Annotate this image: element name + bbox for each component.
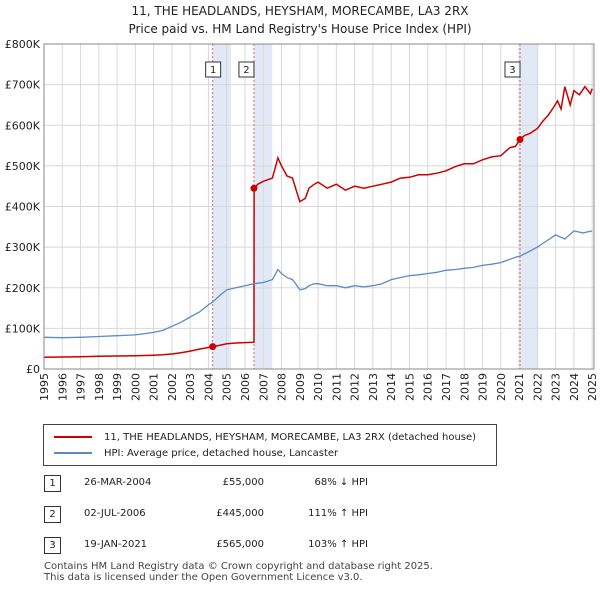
transaction-number: 1 bbox=[44, 475, 61, 492]
x-tick-label: 1995 bbox=[38, 373, 51, 401]
x-tick-label: 2018 bbox=[458, 373, 471, 401]
x-tick-label: 2020 bbox=[495, 373, 508, 401]
x-tick-label: 1999 bbox=[111, 373, 124, 401]
y-tick-label: £100K bbox=[5, 322, 41, 335]
x-tick-label: 2017 bbox=[440, 373, 453, 401]
legend-item-hpi: HPI: Average price, detached house, Lanc… bbox=[54, 445, 338, 461]
transaction-point bbox=[250, 184, 258, 192]
transaction-hpi: 103% ↑ HPI bbox=[308, 539, 368, 550]
x-tick-label: 2022 bbox=[531, 373, 544, 401]
transaction-date: 26-MAR-2004 bbox=[84, 477, 152, 488]
chart-subtitle: Price paid vs. HM Land Registry's House … bbox=[128, 22, 472, 36]
x-tick-label: 2011 bbox=[330, 373, 343, 401]
x-tick-label: 2003 bbox=[184, 373, 197, 401]
marker-label: 1 bbox=[210, 65, 216, 76]
table-row: 1 26-MAR-2004 £55,000 68% ↓ HPI bbox=[44, 473, 564, 493]
x-tick-label: 2005 bbox=[221, 373, 234, 401]
x-tick-label: 1996 bbox=[56, 373, 69, 401]
transaction-hpi: 111% ↑ HPI bbox=[308, 508, 368, 519]
legend-swatch-hpi bbox=[54, 452, 92, 454]
y-tick-label: £400K bbox=[5, 201, 41, 214]
y-tick-label: £600K bbox=[5, 119, 41, 132]
x-tick-label: 2012 bbox=[349, 373, 362, 401]
table-row: 2 02-JUL-2006 £445,000 111% ↑ HPI bbox=[44, 504, 564, 524]
x-tick-label: 2019 bbox=[477, 373, 490, 401]
transaction-number: 3 bbox=[44, 537, 61, 554]
y-tick-label: £300K bbox=[5, 241, 41, 254]
legend-item-property: 11, THE HEADLANDS, HEYSHAM, MORECAMBE, L… bbox=[54, 429, 476, 445]
legend-label-property: 11, THE HEADLANDS, HEYSHAM, MORECAMBE, L… bbox=[104, 431, 477, 443]
x-tick-label: 2000 bbox=[129, 373, 142, 401]
table-row: 3 19-JAN-2021 £565,000 103% ↑ HPI bbox=[44, 535, 564, 555]
y-tick-label: £500K bbox=[5, 160, 41, 173]
footer: Contains HM Land Registry data © Crown c… bbox=[44, 561, 433, 583]
transaction-price: £565,000 bbox=[216, 539, 264, 550]
footer-copyright: Contains HM Land Registry data © Crown c… bbox=[44, 561, 433, 572]
x-tick-label: 2002 bbox=[166, 373, 179, 401]
x-tick-label: 2024 bbox=[568, 373, 581, 401]
marker-label: 2 bbox=[243, 65, 249, 76]
x-tick-label: 2021 bbox=[513, 373, 526, 401]
x-tick-label: 2025 bbox=[586, 373, 599, 401]
x-tick-label: 2009 bbox=[294, 373, 307, 401]
transaction-price: £55,000 bbox=[222, 477, 264, 488]
legend-label-hpi: HPI: Average price, detached house, Lanc… bbox=[104, 447, 339, 459]
hpi-line bbox=[43, 230, 593, 339]
chart-title: 11, THE HEADLANDS, HEYSHAM, MORECAMBE, L… bbox=[131, 4, 469, 18]
x-tick-label: 1998 bbox=[93, 373, 106, 401]
property-price-line bbox=[43, 85, 593, 358]
x-tick-label: 2023 bbox=[550, 373, 563, 401]
x-tick-label: 2010 bbox=[312, 373, 325, 401]
price-chart: 1 2 3 £0 £100K £200K £300K £400K £500K £600K £700K… bbox=[5, 38, 599, 401]
legend-swatch-property bbox=[54, 436, 92, 438]
x-tick-label: 2008 bbox=[276, 373, 289, 401]
transaction-date: 19-JAN-2021 bbox=[84, 539, 148, 550]
transaction-hpi: 68% ↓ HPI bbox=[314, 477, 368, 488]
x-tick-label: 2004 bbox=[202, 373, 215, 401]
legend: 11, THE HEADLANDS, HEYSHAM, MORECAMBE, L… bbox=[43, 424, 497, 466]
y-tick-label: £200K bbox=[5, 282, 41, 295]
marker-label: 3 bbox=[509, 65, 515, 76]
marker-label-box bbox=[504, 61, 521, 78]
transaction-date: 02-JUL-2006 bbox=[84, 508, 146, 519]
transaction-point bbox=[209, 343, 217, 351]
marker-label-box bbox=[205, 61, 222, 78]
x-tick-label: 2015 bbox=[403, 373, 416, 401]
x-tick-label: 2014 bbox=[385, 373, 398, 401]
plot-frame bbox=[43, 43, 595, 370]
transaction-price: £445,000 bbox=[216, 508, 264, 519]
x-tick-label: 2007 bbox=[257, 373, 270, 401]
x-tick-label: 2016 bbox=[422, 373, 435, 401]
y-tick-label: £700K bbox=[5, 79, 41, 92]
x-tick-label: 2001 bbox=[148, 373, 161, 401]
footer-licence: This data is licensed under the Open Gov… bbox=[44, 572, 363, 583]
y-tick-label: £0 bbox=[26, 363, 40, 376]
x-tick-label: 2013 bbox=[367, 373, 380, 401]
y-tick-label: £800K bbox=[5, 38, 41, 51]
transaction-point bbox=[516, 135, 524, 143]
marker-label-box bbox=[238, 61, 255, 78]
x-tick-label: 2006 bbox=[239, 373, 252, 401]
x-tick-label: 1997 bbox=[75, 373, 88, 401]
transaction-number: 2 bbox=[44, 506, 61, 523]
